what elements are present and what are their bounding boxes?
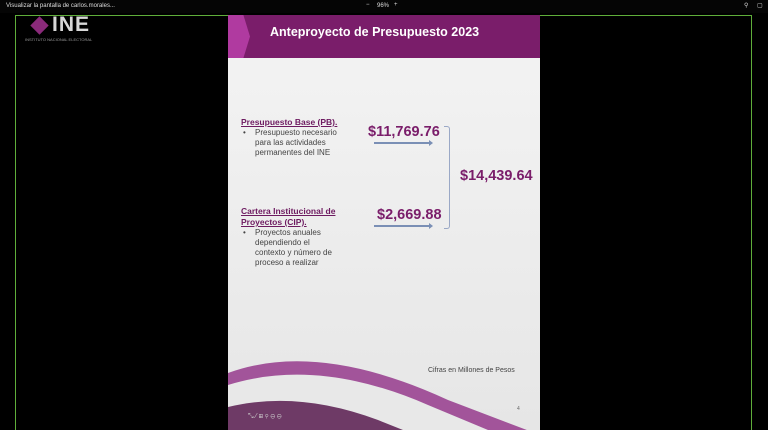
units-note: Cifras en Millones de Pesos	[428, 367, 515, 374]
pb-bullet: • Presupuesto necesario para las activid…	[243, 128, 337, 157]
pb-title: Presupuesto Base (PB).	[241, 117, 338, 127]
viewer-toolbar: Visualizar la pantalla de carlos.morales…	[0, 0, 768, 13]
bracket-decoration	[444, 126, 450, 229]
cip-amount: $2,669.88	[377, 207, 442, 223]
logo-text: INE	[52, 13, 91, 36]
zoom-in-button[interactable]: +	[394, 2, 398, 8]
cip-bullet: • Proyectos anuales dependiendo el conte…	[243, 228, 332, 267]
page-number: 4	[517, 406, 520, 412]
pb-amount: $11,769.76	[368, 124, 440, 140]
slide-title: Anteproyecto de Presupuesto 2023	[270, 25, 480, 39]
logo-subtitle: INSTITUTO NACIONAL ELECTORAL	[25, 37, 93, 42]
swoosh-decoration	[228, 361, 540, 430]
presentation-slide: Anteproyecto de Presupuesto 2023 Presupu…	[228, 15, 540, 430]
pb-arrow-icon	[374, 140, 433, 146]
total-amount: $14,439.64	[460, 168, 533, 184]
cip-title: Cartera Institucional de Proyectos (CIP)…	[241, 206, 336, 227]
zoom-level: 96%	[377, 3, 390, 9]
cip-arrow-icon	[374, 223, 433, 229]
presentation-tools[interactable]: ⤡ ⁄ ⊞ ⚲ ⊖ ⊖	[248, 413, 282, 420]
zoom-out-button[interactable]: −	[366, 2, 370, 8]
window-icon[interactable]: ▢	[757, 3, 763, 9]
slide-header: Anteproyecto de Presupuesto 2023	[228, 15, 540, 58]
window-title: Visualizar la pantalla de carlos.morales…	[6, 3, 115, 9]
search-icon[interactable]: ⚲	[744, 3, 749, 9]
chevron-decoration	[228, 15, 250, 58]
